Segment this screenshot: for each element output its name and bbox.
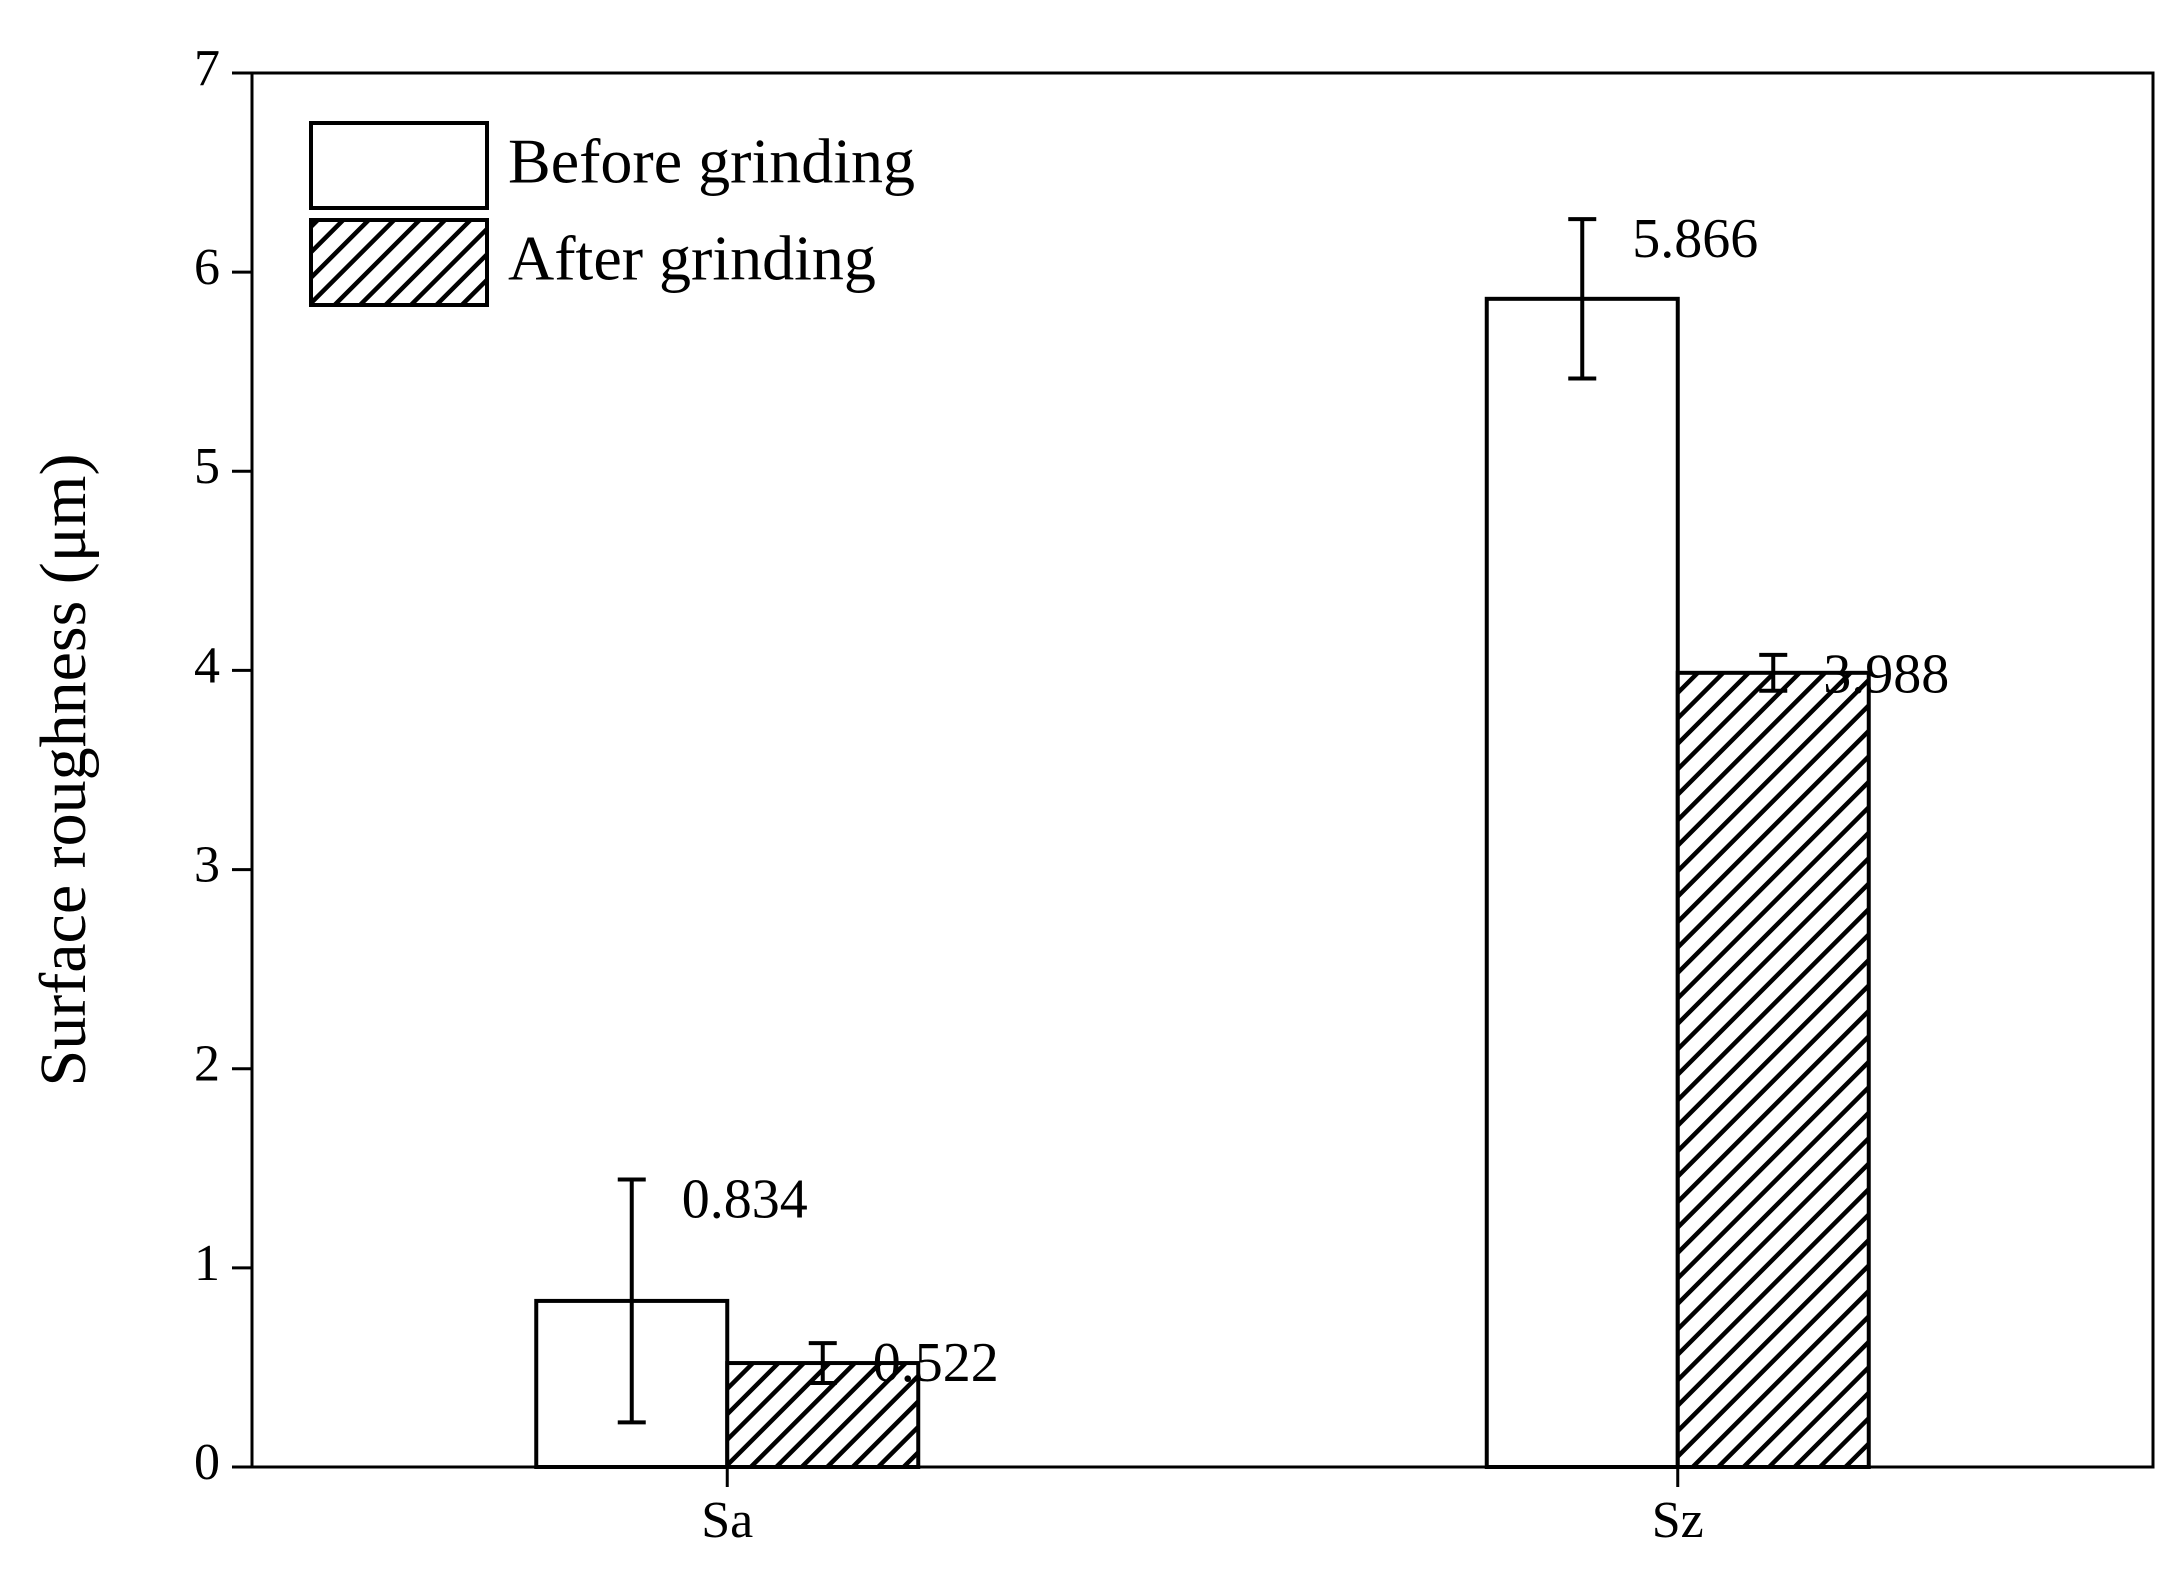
bar — [1484, 296, 1680, 1469]
value-label: 5.866 — [1632, 208, 1758, 270]
value-label: 0.834 — [682, 1168, 808, 1230]
legend-label: After grinding — [508, 223, 876, 294]
y-tick-label: 1 — [194, 1235, 220, 1292]
value-label: 0.522 — [873, 1332, 999, 1394]
y-tick-label: 0 — [194, 1434, 220, 1491]
legend-swatch — [309, 218, 489, 307]
legend-swatch — [309, 121, 489, 210]
y-tick-label: 6 — [194, 239, 220, 296]
legend-label: Before grinding — [508, 126, 915, 197]
y-tick-label: 7 — [194, 40, 220, 97]
error-bar — [617, 1177, 646, 1425]
y-tick-label: 3 — [194, 837, 220, 894]
bar — [1675, 670, 1871, 1469]
y-axis-label: Surface roughness (μm) — [27, 454, 100, 1087]
error-bar — [1568, 217, 1597, 381]
y-tick-label: 4 — [194, 637, 220, 694]
error-bar — [808, 1341, 837, 1385]
y-tick-label: 2 — [194, 1036, 220, 1093]
error-bar — [1759, 652, 1788, 693]
plot-frame — [250, 71, 2155, 1469]
x-tick-label: Sa — [701, 1492, 753, 1549]
value-label: 3.988 — [1823, 644, 1949, 706]
y-tick-label: 5 — [194, 438, 220, 495]
x-tick-label: Sz — [1652, 1492, 1704, 1549]
